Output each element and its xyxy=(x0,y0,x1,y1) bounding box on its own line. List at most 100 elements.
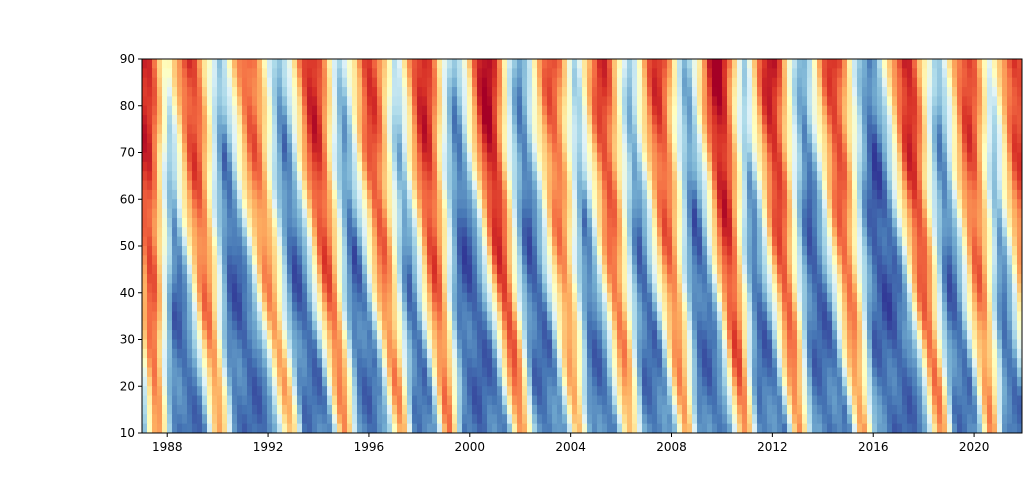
heatmap-cell xyxy=(472,320,478,331)
heatmap-cell xyxy=(492,292,498,303)
heatmap-cell xyxy=(857,274,863,284)
heatmap-cell xyxy=(272,208,278,219)
heatmap-cell xyxy=(972,133,978,144)
heatmap-cell xyxy=(827,199,833,210)
heatmap-cell xyxy=(547,236,553,247)
heatmap-cell xyxy=(322,227,328,238)
heatmap-cell xyxy=(407,311,413,322)
heatmap-cell xyxy=(162,208,168,219)
heatmap-cell xyxy=(277,171,283,182)
heatmap-cell xyxy=(892,189,898,200)
heatmap-cell xyxy=(412,143,418,154)
heatmap-cell xyxy=(197,96,203,107)
heatmap-cell xyxy=(427,320,433,331)
heatmap-cell xyxy=(497,217,503,228)
heatmap-cell xyxy=(277,292,283,303)
heatmap-cell xyxy=(902,161,908,172)
heatmap-cell xyxy=(627,124,633,135)
heatmap-cell xyxy=(982,96,988,107)
heatmap-cell xyxy=(817,302,823,313)
heatmap-cell xyxy=(592,105,598,116)
heatmap-cell xyxy=(387,143,393,154)
heatmap-cell xyxy=(337,227,343,238)
heatmap-cell xyxy=(367,199,373,210)
heatmap-cell xyxy=(892,236,898,247)
heatmap-cell xyxy=(347,189,353,200)
heatmap-cell xyxy=(837,152,843,163)
heatmap-cell xyxy=(847,143,853,154)
heatmap-cell xyxy=(287,115,293,126)
heatmap-cell xyxy=(877,133,883,144)
heatmap-cell xyxy=(817,115,823,126)
heatmap-cell xyxy=(882,283,888,294)
heatmap-cell xyxy=(857,161,863,172)
heatmap-cell xyxy=(292,133,298,144)
heatmap-cell xyxy=(872,311,878,322)
heatmap-cell xyxy=(367,143,373,154)
heatmap-cell xyxy=(227,59,233,69)
heatmap-cell xyxy=(642,87,648,97)
heatmap-cell xyxy=(707,124,713,135)
heatmap-cell xyxy=(197,246,203,256)
heatmap-cell xyxy=(387,152,393,163)
heatmap-cell xyxy=(357,217,363,228)
heatmap-cell xyxy=(927,96,933,107)
heatmap-cell xyxy=(332,59,338,69)
heatmap-cell xyxy=(222,124,228,135)
heatmap-cell xyxy=(687,87,693,97)
heatmap-cell xyxy=(412,320,418,331)
heatmap-cell xyxy=(257,255,263,266)
heatmap-cell xyxy=(312,68,318,79)
heatmap-cell xyxy=(632,161,638,172)
heatmap-cell xyxy=(207,96,213,107)
heatmap-cell xyxy=(977,105,983,116)
heatmap-cell xyxy=(477,133,483,144)
heatmap-cell xyxy=(167,105,173,116)
heatmap-cell xyxy=(687,171,693,182)
heatmap-cell xyxy=(792,96,798,107)
heatmap-cell xyxy=(532,302,538,313)
heatmap-cell xyxy=(902,115,908,126)
heatmap-cell xyxy=(527,143,533,154)
heatmap-cell xyxy=(962,87,968,97)
heatmap-cell xyxy=(237,255,243,266)
heatmap-cell xyxy=(627,292,633,303)
heatmap-cell xyxy=(677,68,683,79)
heatmap-cell xyxy=(842,274,848,284)
heatmap-cell xyxy=(157,199,163,210)
heatmap-cell xyxy=(212,180,218,191)
heatmap-cell xyxy=(897,236,903,247)
heatmap-cell xyxy=(487,105,493,116)
heatmap-cell xyxy=(272,152,278,163)
heatmap-cell xyxy=(632,208,638,219)
heatmap-cell xyxy=(247,161,253,172)
heatmap-cell xyxy=(592,227,598,238)
heatmap-cell xyxy=(367,68,373,79)
heatmap-cell xyxy=(882,161,888,172)
heatmap-cell xyxy=(447,105,453,116)
heatmap-cell xyxy=(697,274,703,284)
heatmap-cell xyxy=(592,217,598,228)
heatmap-cell xyxy=(797,311,803,322)
heatmap-cell xyxy=(967,227,973,238)
heatmap-cell xyxy=(802,77,808,88)
heatmap-cell xyxy=(887,292,893,303)
heatmap-cell xyxy=(722,59,728,69)
heatmap-cell xyxy=(217,227,223,238)
heatmap-cell xyxy=(377,115,383,126)
heatmap-cell xyxy=(262,171,268,182)
heatmap-cell xyxy=(342,143,348,154)
heatmap-cell xyxy=(567,292,573,303)
heatmap-cell xyxy=(312,152,318,163)
heatmap-cell xyxy=(392,87,398,97)
heatmap-cell xyxy=(167,255,173,266)
heatmap-cell xyxy=(897,189,903,200)
heatmap-cell xyxy=(572,171,578,182)
heatmap-cell xyxy=(842,292,848,303)
heatmap-cell xyxy=(1007,105,1013,116)
heatmap-cell xyxy=(792,227,798,238)
heatmap-cell xyxy=(512,255,518,266)
heatmap-cell xyxy=(682,143,688,154)
heatmap-cell xyxy=(392,105,398,116)
heatmap-cell xyxy=(687,264,693,275)
